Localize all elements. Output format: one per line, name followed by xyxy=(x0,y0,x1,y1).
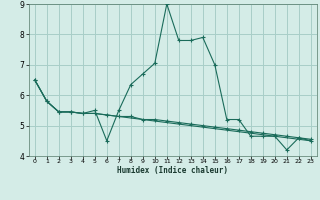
X-axis label: Humidex (Indice chaleur): Humidex (Indice chaleur) xyxy=(117,166,228,175)
